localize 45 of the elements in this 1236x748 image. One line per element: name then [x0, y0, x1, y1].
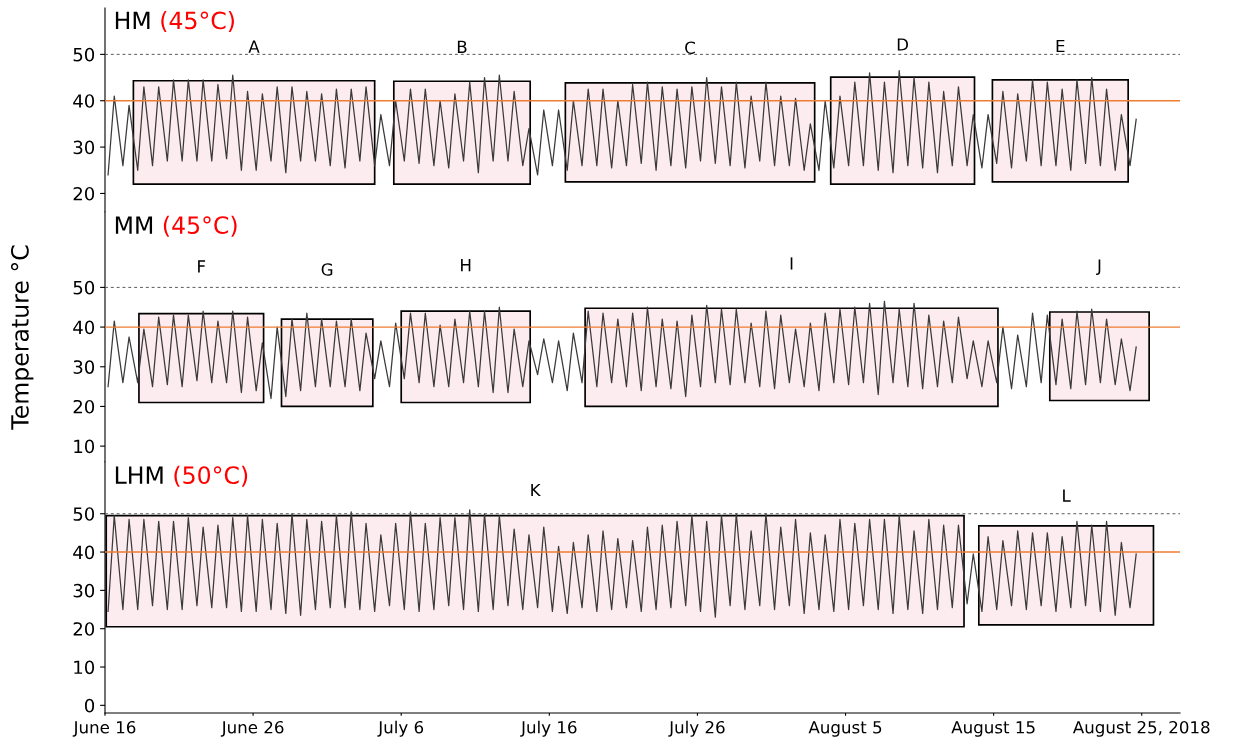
- band-label: H: [461, 259, 471, 272]
- x-tick-label: June 26: [220, 720, 284, 737]
- chart-title: LHM: [115, 466, 163, 484]
- y-tick-label: 30: [73, 583, 95, 598]
- x-tick-label: August 25, 2018: [1072, 720, 1210, 737]
- band-label: J: [1096, 259, 1101, 275]
- band-label: A: [248, 40, 260, 53]
- x-tick-label: June 16: [72, 720, 136, 737]
- chart-subtitle: (50°C): [174, 465, 248, 487]
- band-label: F: [198, 260, 206, 273]
- line-series: [107, 300, 1137, 400]
- band-label: I: [790, 257, 793, 270]
- band-label: K: [531, 483, 541, 497]
- x-tick-label: July 26: [668, 720, 725, 737]
- y-tick-label: 30: [73, 360, 95, 374]
- y-tick-label: 10: [74, 660, 95, 675]
- y-tick-label: 50: [73, 507, 95, 521]
- y-axis-title: Temperature °C: [10, 245, 34, 430]
- x-tick-label: July 16: [520, 720, 577, 737]
- y-tick-label: 20: [73, 622, 95, 636]
- line-series: [107, 69, 1137, 176]
- y-tick-label: 20: [73, 399, 95, 414]
- y-tick-label: 50: [73, 280, 95, 295]
- chart-subtitle: (45°C): [161, 11, 234, 33]
- chart-title: MM: [115, 216, 153, 234]
- chart-title: HM: [115, 11, 150, 29]
- band-label: C: [685, 41, 695, 55]
- y-tick-label: 10: [74, 439, 95, 454]
- line-series: [107, 509, 1137, 618]
- band-label: D: [897, 38, 909, 51]
- y-tick-label: 50: [73, 47, 95, 62]
- chart-subtitle: (45°C): [163, 215, 237, 237]
- x-tick-label: August 15: [951, 721, 1035, 737]
- y-tick-label: 40: [73, 545, 95, 560]
- band-label: E: [1056, 39, 1065, 53]
- y-tick-label: 30: [73, 140, 95, 155]
- y-tick-label: 20: [73, 186, 95, 201]
- band-label: B: [457, 40, 467, 53]
- y-tick-label: 40: [73, 94, 95, 108]
- y-tick-label: 40: [73, 320, 95, 335]
- band-label: L: [1063, 489, 1071, 502]
- x-tick-label: August 5: [808, 721, 882, 737]
- y-tick-label: 0: [84, 698, 95, 713]
- x-tick-label: July 6: [377, 720, 424, 737]
- band-label: G: [321, 263, 333, 276]
